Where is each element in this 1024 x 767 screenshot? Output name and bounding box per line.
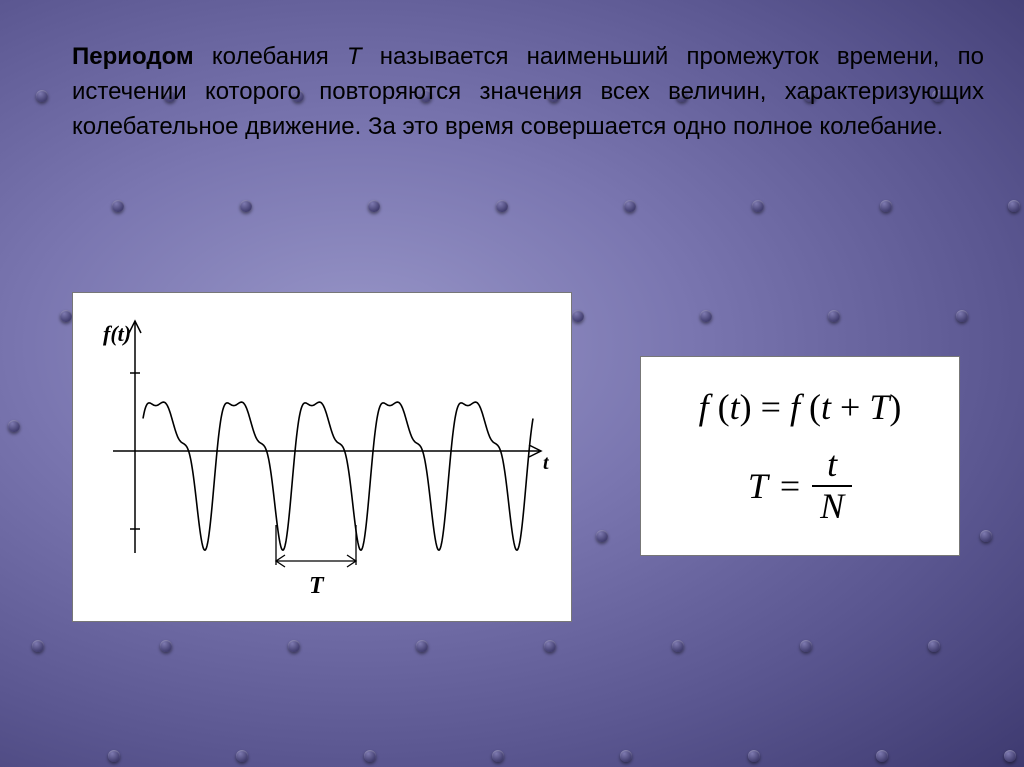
formula-T: T <box>748 465 768 507</box>
y-axis-label: f(t) <box>103 321 131 346</box>
fraction-denominator: N <box>812 487 852 526</box>
fraction-numerator: t <box>819 446 845 485</box>
period-symbol: T <box>347 43 362 70</box>
def-rest1: колебания <box>194 43 347 70</box>
slide: Периодом колебания T называется наименьш… <box>0 0 1024 767</box>
x-axis-label: t <box>543 452 550 474</box>
equals-sign: = <box>780 465 800 507</box>
waveform-path <box>143 402 533 550</box>
fraction: t N <box>812 446 852 526</box>
formula-box: f (t) = f (t + T) T = t N <box>640 356 960 556</box>
period-label: T <box>309 573 325 599</box>
formula-period: T = t N <box>748 446 852 526</box>
waveform-svg: f(t) t T <box>73 293 571 621</box>
definition-paragraph: Периодом колебания T называется наименьш… <box>72 40 984 144</box>
term-bold: Периодом <box>72 43 194 70</box>
formula-periodicity: f (t) = f (t + T) <box>699 386 902 428</box>
waveform-figure: f(t) t T <box>72 292 572 622</box>
